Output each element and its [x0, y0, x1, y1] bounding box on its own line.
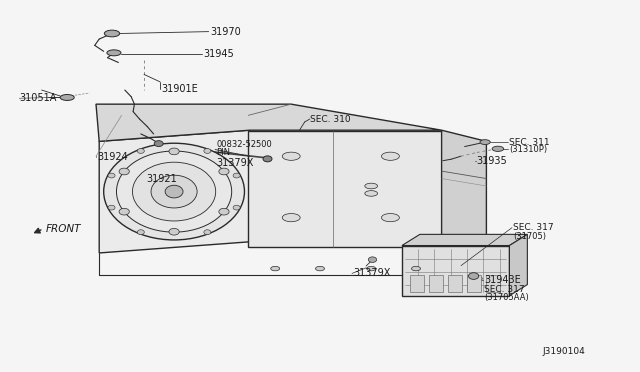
Bar — [448, 275, 462, 292]
Ellipse shape — [412, 266, 420, 271]
Ellipse shape — [204, 230, 211, 235]
FancyBboxPatch shape — [402, 246, 509, 296]
Ellipse shape — [365, 183, 378, 189]
Text: SEC. 317: SEC. 317 — [513, 223, 554, 232]
Text: SEC. 311: SEC. 311 — [509, 138, 550, 147]
Ellipse shape — [119, 168, 129, 175]
Ellipse shape — [233, 173, 240, 178]
Text: PIN: PIN — [216, 148, 230, 157]
Ellipse shape — [116, 151, 232, 232]
Ellipse shape — [104, 30, 120, 37]
Ellipse shape — [108, 205, 115, 210]
Ellipse shape — [108, 173, 115, 178]
Ellipse shape — [282, 214, 300, 222]
Ellipse shape — [204, 148, 211, 153]
Text: (31705): (31705) — [513, 232, 547, 241]
Text: 31901E: 31901E — [161, 84, 198, 93]
Text: 00832-52500: 00832-52500 — [216, 140, 272, 149]
Ellipse shape — [138, 148, 145, 153]
Ellipse shape — [107, 50, 121, 56]
Ellipse shape — [365, 191, 378, 196]
Polygon shape — [509, 234, 527, 296]
Text: 31924: 31924 — [97, 152, 128, 162]
Ellipse shape — [468, 273, 479, 279]
Text: 31945: 31945 — [204, 49, 234, 59]
Text: (31705AA): (31705AA) — [484, 293, 529, 302]
Text: SEC. 310: SEC. 310 — [310, 115, 350, 124]
Ellipse shape — [316, 266, 324, 271]
Ellipse shape — [233, 205, 240, 210]
Ellipse shape — [263, 156, 272, 162]
Bar — [410, 275, 424, 292]
Text: (31310P): (31310P) — [509, 145, 548, 154]
Text: 31935: 31935 — [477, 156, 508, 166]
Ellipse shape — [219, 168, 229, 175]
Ellipse shape — [282, 152, 300, 160]
Polygon shape — [99, 130, 250, 253]
Text: 31970: 31970 — [210, 27, 241, 36]
Ellipse shape — [492, 146, 504, 151]
Ellipse shape — [169, 148, 179, 155]
Text: SEC. 317: SEC. 317 — [484, 285, 524, 294]
Ellipse shape — [104, 143, 244, 240]
Text: J3190104: J3190104 — [543, 347, 586, 356]
Ellipse shape — [219, 208, 229, 215]
Ellipse shape — [60, 94, 74, 100]
Text: 31379X: 31379X — [216, 158, 253, 168]
Text: 31921: 31921 — [146, 174, 177, 184]
Ellipse shape — [151, 175, 197, 208]
Ellipse shape — [480, 140, 490, 145]
Polygon shape — [96, 104, 442, 141]
Polygon shape — [248, 131, 442, 247]
Ellipse shape — [381, 214, 399, 222]
Text: 31943E: 31943E — [484, 276, 520, 285]
Ellipse shape — [169, 228, 179, 235]
Text: FRONT: FRONT — [46, 224, 81, 234]
Polygon shape — [442, 130, 486, 259]
Text: 31379X: 31379X — [353, 269, 390, 278]
Bar — [467, 275, 481, 292]
Ellipse shape — [271, 266, 280, 271]
Text: 31051A: 31051A — [19, 93, 56, 103]
Bar — [429, 275, 443, 292]
Polygon shape — [402, 234, 527, 246]
Ellipse shape — [165, 185, 183, 198]
Ellipse shape — [367, 266, 376, 271]
Ellipse shape — [368, 257, 376, 263]
Ellipse shape — [154, 141, 163, 147]
Ellipse shape — [137, 230, 145, 235]
Ellipse shape — [119, 208, 129, 215]
Ellipse shape — [132, 162, 216, 221]
Ellipse shape — [381, 152, 399, 160]
Bar — [486, 275, 500, 292]
